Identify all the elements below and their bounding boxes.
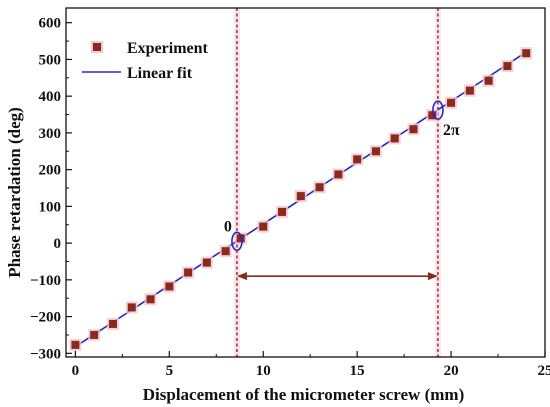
experiment-point [236, 234, 245, 243]
x-tick-label: 20 [444, 363, 459, 379]
annotations: 0 2π [224, 100, 460, 252]
legend-experiment-marker [93, 43, 101, 51]
experiment-point [334, 170, 343, 179]
legend-item-linear-fit: Linear fit [82, 65, 193, 82]
x-tick-label: 5 [166, 363, 174, 379]
annotation-label: 0 [224, 218, 232, 235]
experiment-point [146, 295, 155, 304]
y-tick-label: −100 [30, 273, 61, 289]
axes: 0 5 10 15 20 25 −300 −200 −100 0 100 200 300 400 500 6… [5, 7, 550, 404]
experiment-point [184, 268, 193, 277]
experiment-point [278, 207, 287, 216]
experiment-point [296, 192, 305, 201]
experiment-point [522, 49, 531, 58]
arrow-head-left [236, 272, 247, 281]
y-axis-title: Phase retardation (deg) [5, 107, 24, 278]
period-arrow [236, 272, 438, 281]
x-tick-label: 10 [256, 363, 271, 379]
x-tick-label: 15 [350, 363, 365, 379]
experiment-point [71, 340, 80, 349]
experiment-point [447, 98, 456, 107]
experiment-point [315, 183, 324, 192]
experiment-point [221, 247, 230, 256]
experiment-point [108, 319, 117, 328]
legend: Experiment Linear fit [82, 40, 209, 82]
experiment-point [371, 147, 380, 156]
arrow-head-right [427, 272, 438, 281]
annotation-ellipse [231, 231, 243, 252]
y-tick-label: 400 [39, 89, 62, 105]
x-axis-title: Displacement of the micrometer screw (mm… [143, 385, 464, 404]
annotation-ellipse [432, 100, 444, 120]
experiment-point [202, 258, 211, 267]
y-axis-ticks: −300 −200 −100 0 100 200 300 400 500 600 [30, 16, 72, 362]
experiment-point [127, 303, 136, 312]
experiment-point [409, 125, 418, 134]
experiment-point [484, 76, 493, 85]
legend-label-linear-fit: Linear fit [127, 65, 193, 82]
experiment-point [390, 134, 399, 143]
experiment-series [69, 47, 533, 351]
experiment-point [353, 155, 362, 164]
annotation-label: 2π [443, 122, 460, 139]
y-tick-label: 0 [54, 236, 62, 252]
x-tick-label: 0 [72, 363, 80, 379]
experiment-point [259, 222, 268, 231]
experiment-point [428, 111, 437, 120]
experiment-point [465, 86, 474, 95]
y-tick-label: 600 [39, 16, 62, 32]
legend-item-experiment: Experiment [91, 40, 209, 57]
x-tick-label: 25 [538, 363, 550, 379]
x-axis-ticks: 0 5 10 15 20 25 [72, 351, 550, 379]
legend-label-experiment: Experiment [127, 40, 209, 57]
vertical-reference-lines [233, 8, 441, 357]
vertical-line-halo [434, 8, 441, 357]
y-tick-label: 300 [39, 126, 62, 142]
y-tick-label: 200 [39, 163, 62, 179]
y-tick-label: 500 [39, 52, 62, 68]
experiment-point [165, 282, 174, 291]
plot-frame [65, 7, 546, 358]
y-tick-label: −300 [30, 346, 61, 362]
y-tick-label: 100 [39, 199, 62, 215]
experiment-point [90, 330, 99, 339]
y-tick-label: −200 [30, 310, 61, 326]
vertical-line-halo [233, 8, 240, 357]
experiment-point [503, 62, 512, 71]
